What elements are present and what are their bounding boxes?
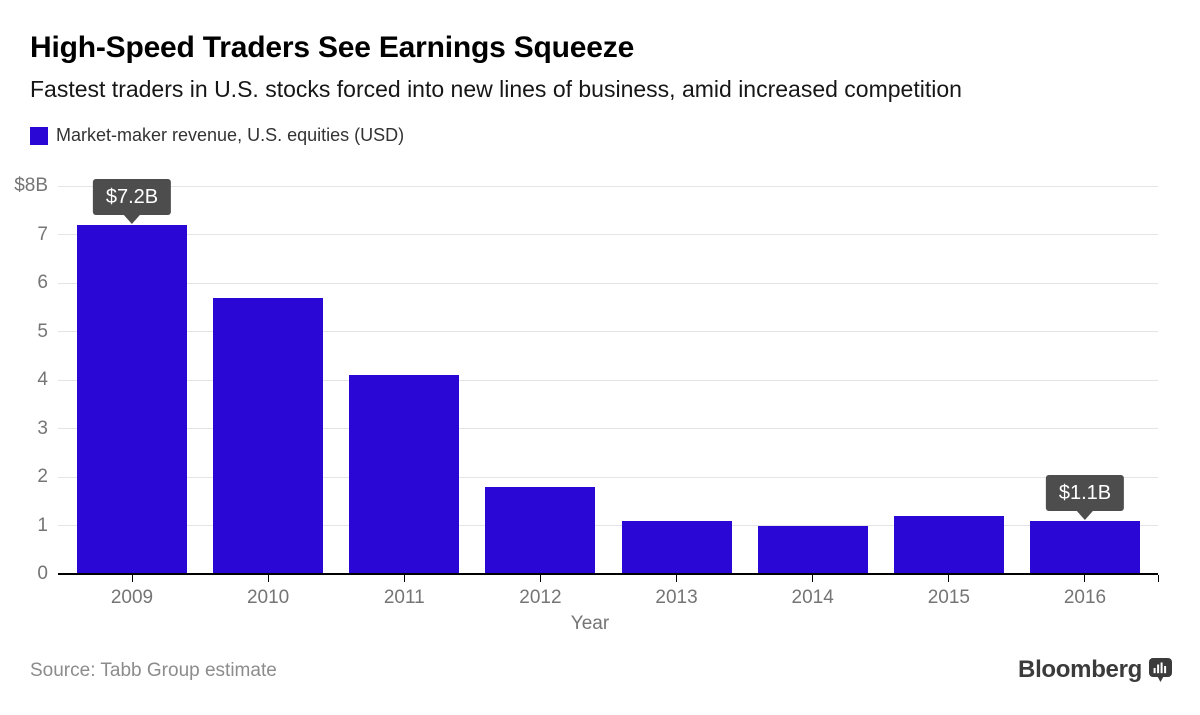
bar-2013[interactable] — [621, 520, 732, 574]
brand-logo: Bloomberg — [1018, 656, 1172, 684]
bar-2009[interactable] — [77, 224, 187, 574]
x-tick-label: 2011 — [383, 587, 425, 608]
y-tick-label: 6 — [37, 272, 48, 293]
y-tick-label: 5 — [37, 320, 48, 342]
x-axis-tick — [403, 575, 405, 582]
gridline — [58, 234, 1158, 235]
y-tick-label: 3 — [37, 417, 48, 439]
y-tick-label: 2 — [37, 466, 48, 487]
gridline — [58, 476, 1158, 478]
bloomberg-chart-icon — [1149, 658, 1172, 682]
x-axis-line — [58, 573, 1158, 575]
bar-2011[interactable] — [349, 375, 460, 574]
legend-label: Market-maker revenue, U.S. equities (USD… — [56, 125, 405, 145]
x-axis-tick — [812, 575, 814, 582]
brand-wordmark: Bloomberg — [1018, 656, 1142, 683]
x-axis-tick — [1084, 575, 1086, 582]
gridline — [58, 185, 1158, 187]
x-axis-tick — [539, 575, 541, 582]
page-title: High-Speed Traders See Earnings Squeeze — [30, 31, 635, 64]
bar-2012[interactable] — [485, 486, 596, 574]
x-tick-label: 2015 — [927, 587, 970, 608]
y-tick-label: 7 — [37, 223, 48, 245]
x-tick-label: 2012 — [519, 587, 562, 608]
y-tick-label: 0 — [37, 563, 48, 584]
page-subtitle: Fastest traders in U.S. stocks forced in… — [30, 76, 962, 102]
x-tick-label: 2013 — [655, 587, 698, 608]
x-axis-title: Year — [570, 613, 610, 634]
x-axis-tick — [267, 575, 269, 582]
gridline — [58, 331, 1158, 332]
bar-2016[interactable] — [1029, 520, 1140, 574]
legend: Market-maker revenue, U.S. equities (USD… — [30, 125, 404, 146]
source-note: Source: Tabb Group estimate — [30, 660, 277, 681]
x-tick-label: 2016 — [1063, 587, 1107, 608]
x-tick-label: 2010 — [246, 587, 290, 608]
x-axis-tick — [1157, 575, 1159, 582]
y-tick-label: 4 — [37, 369, 48, 390]
x-tick-label: 2014 — [791, 587, 834, 608]
gridline — [58, 282, 1158, 284]
legend-swatch-icon — [30, 126, 48, 145]
x-axis-tick — [948, 575, 950, 582]
gridline — [58, 525, 1158, 526]
gridline — [58, 428, 1158, 429]
x-tick-label: 2009 — [110, 587, 154, 608]
value-callout-2009: $7.2B — [92, 178, 172, 224]
y-tick-label: $8B — [14, 175, 48, 196]
bar-2010[interactable] — [213, 297, 324, 574]
bar-2015[interactable] — [893, 515, 1004, 574]
x-axis-tick — [131, 575, 133, 582]
gridline — [58, 379, 1158, 381]
x-axis-tick — [676, 575, 678, 582]
value-callout-2016: $1.1B — [1045, 474, 1125, 520]
bar-2014[interactable] — [757, 525, 868, 574]
y-tick-label: 1 — [37, 514, 48, 536]
